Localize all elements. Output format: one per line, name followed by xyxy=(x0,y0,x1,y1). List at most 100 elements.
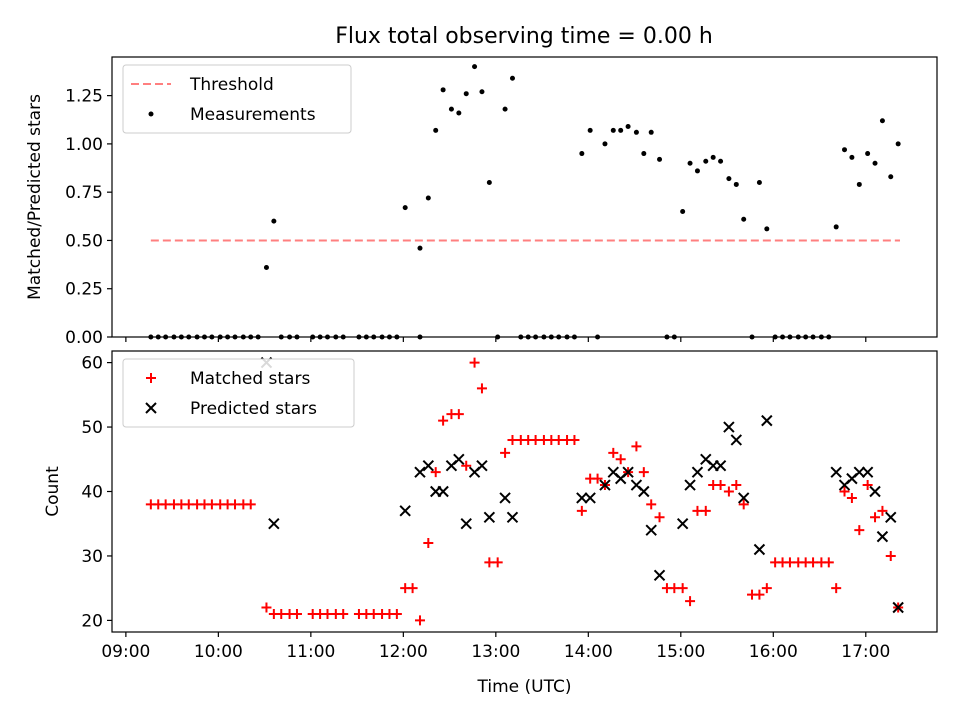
measurement-point xyxy=(509,75,515,81)
measurement-point xyxy=(502,106,508,112)
legend-label: Threshold xyxy=(189,75,274,95)
matched-stars-point xyxy=(846,492,857,503)
measurement-point xyxy=(856,181,862,187)
measurement-point xyxy=(879,118,885,124)
y-tick-label: 30 xyxy=(81,547,103,567)
x-tick-label: 13:00 xyxy=(471,642,520,662)
y-tick-label: 1.25 xyxy=(65,87,103,107)
measurement-point xyxy=(479,89,485,95)
y-tick-label: 50 xyxy=(81,418,103,438)
measurement-point xyxy=(764,226,770,232)
measurement-point xyxy=(849,154,855,160)
predicted-stars-point xyxy=(422,460,435,472)
measurement-point xyxy=(618,127,624,133)
predicted-stars-point xyxy=(506,511,519,523)
predicted-stars-point xyxy=(885,511,897,523)
predicted-stars-point xyxy=(599,479,611,491)
matched-stars-point xyxy=(823,557,834,568)
predicted-stars-point xyxy=(437,485,449,498)
matched-stars-point xyxy=(631,441,642,452)
x-tick-label: 17:00 xyxy=(841,642,890,662)
predicted-stars-point xyxy=(737,492,750,504)
measurement-point xyxy=(456,110,462,116)
x-tick-label: 15:00 xyxy=(656,642,705,662)
measurement-point xyxy=(587,127,593,133)
x-tick-label: 10:00 xyxy=(194,642,243,662)
predicted-stars-point xyxy=(691,466,704,478)
matched-stars-point xyxy=(438,415,449,426)
matched-stars-point xyxy=(414,615,425,626)
measurement-point xyxy=(425,195,431,201)
measurement-point xyxy=(687,160,693,166)
measurement-point xyxy=(680,208,686,214)
measurement-point xyxy=(486,180,492,186)
predicted-stars-point xyxy=(653,569,666,581)
matched-stars-point xyxy=(754,589,765,600)
matched-stars-point xyxy=(592,473,603,484)
matched-stars-point xyxy=(261,602,272,613)
legend-box xyxy=(122,358,355,428)
legend-matched-swatch xyxy=(146,373,156,383)
top-panel: 0.00 0.25 0.50 0.75 1.00 1.25 Matched/Predicte… xyxy=(25,56,938,348)
predicted-stars-point xyxy=(483,511,496,523)
matched-stars-point xyxy=(569,434,580,445)
legend: Threshold Measurements xyxy=(122,64,352,134)
y-tick-label: 0.25 xyxy=(65,280,103,300)
predicted-stars-point xyxy=(853,466,866,478)
measurement-point xyxy=(633,129,639,135)
y-tick-label: 0.50 xyxy=(65,231,103,251)
predicted-stars-point xyxy=(714,460,727,472)
legend-label: Predicted stars xyxy=(190,399,317,419)
measurement-point xyxy=(756,180,762,186)
y-tick-label: 1.00 xyxy=(65,135,103,155)
matched-stars-point xyxy=(870,512,881,523)
predicted-stars-point xyxy=(414,466,426,478)
predicted-stars-point xyxy=(861,466,874,478)
matched-stars-point xyxy=(338,608,349,619)
predicted-stars-point xyxy=(876,530,889,543)
measurement-point xyxy=(842,147,848,153)
measurement-point xyxy=(718,158,724,164)
measurement-point xyxy=(710,154,716,160)
matched-stars-point xyxy=(646,499,657,510)
predicted-stars-point xyxy=(892,601,904,614)
x-tick-label: 14:00 xyxy=(564,642,613,662)
predicted-stars-point xyxy=(399,505,411,517)
matched-stars-point xyxy=(877,505,888,516)
x-tick-label: 16:00 xyxy=(749,642,798,662)
matched-stars-point xyxy=(469,357,480,368)
predicted-stars-point xyxy=(830,466,842,478)
predicted-stars-point xyxy=(453,453,465,465)
measurement-point xyxy=(703,158,709,164)
predicted-stars-point xyxy=(723,421,735,433)
y-tick-label: 0.75 xyxy=(65,183,103,203)
matched-stars-point xyxy=(615,454,626,465)
measurement-point xyxy=(579,151,585,157)
measurement-point xyxy=(741,216,747,222)
matched-stars-point xyxy=(738,499,749,510)
measurement-point xyxy=(895,141,901,147)
measurement-point xyxy=(872,160,878,166)
predicted-stars-point xyxy=(638,485,650,498)
measurement-point xyxy=(463,91,469,97)
measurement-point xyxy=(726,176,732,182)
predicted-stars-point xyxy=(645,524,657,536)
matched-stars-point xyxy=(685,596,696,607)
y-axis-label: Matched/Predicted stars xyxy=(25,94,45,300)
matched-stars-point xyxy=(430,467,441,478)
measurement-point xyxy=(888,174,894,180)
x-tick-label: 09:00 xyxy=(101,642,150,662)
predicted-stars-point xyxy=(576,492,588,504)
matched-stars-point xyxy=(291,608,302,619)
measurement-point xyxy=(610,127,616,133)
x-axis-label: Time (UTC) xyxy=(477,677,572,697)
measurement-point xyxy=(648,129,654,135)
measurement-point xyxy=(433,127,439,133)
predicted-stars-point xyxy=(499,492,511,504)
matched-stars-point xyxy=(677,583,688,594)
chart-title: Flux total observing time = 0.00 h xyxy=(335,24,713,49)
predicted-stars-point xyxy=(676,518,689,530)
predicted-stars-point xyxy=(476,460,488,472)
matched-stars-point xyxy=(700,505,711,516)
measurement-point xyxy=(602,141,608,147)
